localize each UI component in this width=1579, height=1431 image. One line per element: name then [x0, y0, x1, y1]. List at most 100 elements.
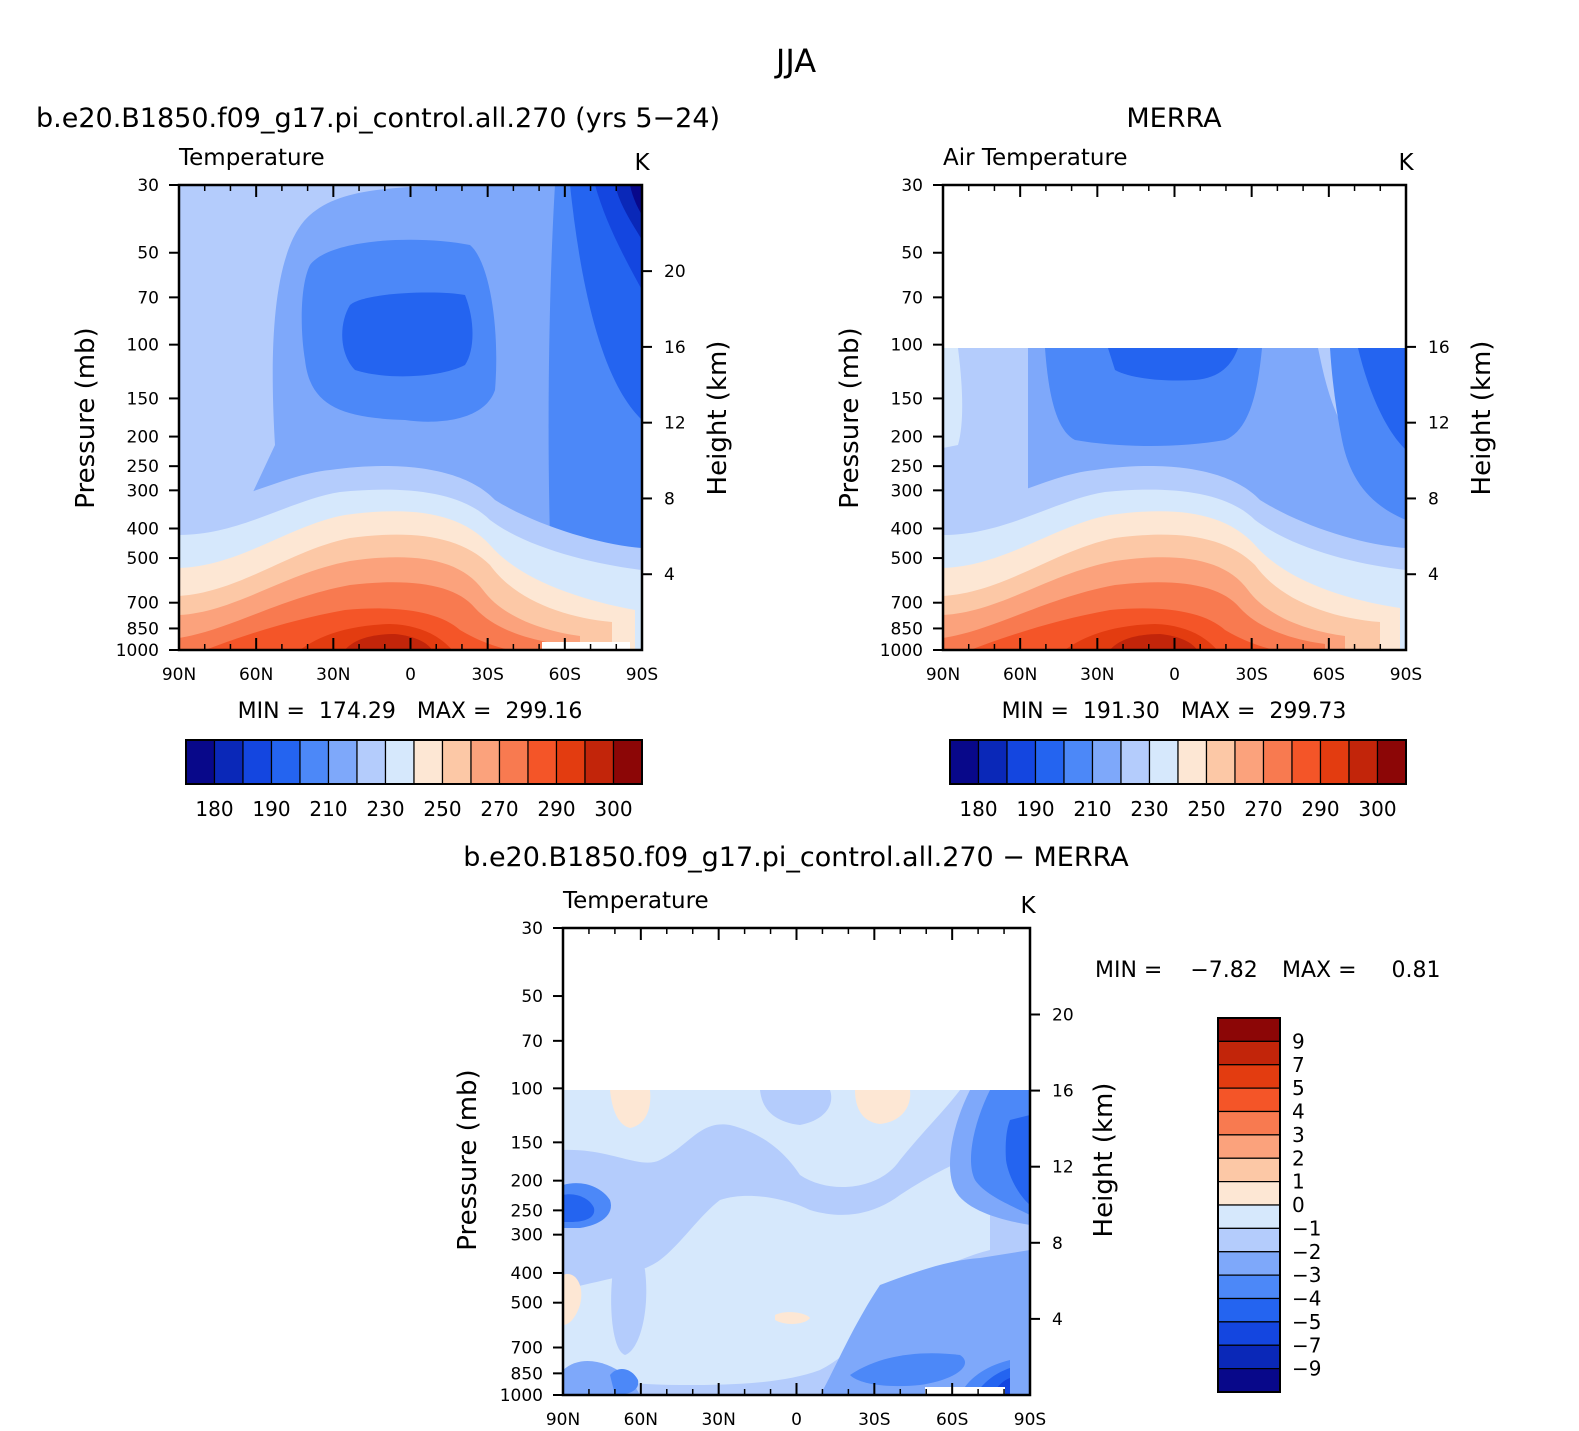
x-tick-label: 60S: [1313, 665, 1345, 685]
colorbar-box: [1217, 1251, 1281, 1276]
y-axis-label: Pressure (mb): [453, 1069, 483, 1250]
y2-axis-label: Height (km): [703, 341, 733, 496]
colorbar-label: −1: [1292, 1216, 1321, 1240]
min-max-stats: MIN = 174.29 MAX = 299.16: [238, 699, 583, 724]
y-axis-label: Pressure (mb): [71, 327, 101, 508]
colorbar-box: [384, 739, 415, 785]
colorbar-box: [1217, 1181, 1281, 1206]
y-tick-label: 150: [511, 1133, 543, 1153]
y-tick-label: 50: [137, 244, 159, 264]
min-max-stats: MIN = 191.30 MAX = 299.73: [1002, 699, 1347, 724]
y-tick-label: 200: [511, 1172, 543, 1192]
panel-left-label: Temperature: [178, 145, 325, 171]
panel-title: b.e20.B1850.f09_g17.pi_control.all.270 (…: [36, 103, 720, 134]
x-tick-label: 30S: [858, 1410, 890, 1430]
colorbar-box: [242, 739, 273, 785]
colorbar-box: [1217, 1040, 1281, 1066]
y-tick-label: 500: [127, 549, 159, 569]
y-tick-label: 1000: [880, 641, 923, 661]
y-tick-label: 70: [901, 288, 923, 308]
contour-field: [179, 185, 642, 650]
colorbar-label: 230: [366, 797, 404, 821]
contour-field: [563, 1090, 1030, 1395]
colorbar-box: [612, 739, 643, 785]
y-tick-label: 70: [521, 1032, 543, 1052]
colorbar-label: 3: [1292, 1123, 1305, 1147]
y2-tick-label: 4: [1052, 1310, 1063, 1330]
colorbar-box: [1217, 1297, 1281, 1323]
panel-left-label: Air Temperature: [943, 145, 1128, 171]
y-axis-label: Pressure (mb): [835, 327, 865, 508]
colorbar-label: 4: [1292, 1100, 1305, 1124]
x-tick-label: 90N: [926, 665, 960, 685]
colorbar-box: [584, 739, 615, 785]
colorbar-box: [1217, 1110, 1281, 1136]
colorbar-label: −5: [1292, 1310, 1321, 1334]
x-tick-label: 90S: [1390, 665, 1422, 685]
panel-title: MERRA: [1126, 103, 1222, 134]
colorbar-label: 2: [1292, 1146, 1305, 1170]
colorbar-label: 210: [1073, 797, 1111, 821]
x-tick-label: 90N: [546, 1410, 580, 1430]
x-tick-label: 0: [791, 1410, 802, 1430]
panel-left-label: Temperature: [562, 888, 709, 914]
y2-tick-label: 20: [1052, 1005, 1074, 1025]
colorbar-box: [527, 739, 558, 785]
y2-tick-label: 16: [664, 338, 686, 358]
colorbar-label: −9: [1292, 1357, 1321, 1381]
colorbar-label: 180: [195, 797, 233, 821]
y-tick-label: 300: [891, 481, 923, 501]
colorbar-box: [413, 739, 444, 785]
x-tick-label: 0: [1169, 665, 1180, 685]
y-tick-label: 150: [891, 389, 923, 409]
y2-tick-label: 8: [664, 489, 675, 509]
colorbar-label: 7: [1292, 1053, 1305, 1077]
colorbar-box: [1217, 1227, 1281, 1253]
colorbar-frame: [949, 739, 1407, 785]
colorbar-box: [1262, 739, 1293, 785]
colorbar-box: [1217, 1274, 1281, 1300]
y-tick-label: 700: [511, 1338, 543, 1358]
colorbar-box: [1034, 739, 1065, 785]
colorbar-frame: [185, 739, 643, 785]
y-tick-label: 1000: [500, 1386, 543, 1406]
colorbar-label: 190: [252, 797, 290, 821]
colorbar-box: [1217, 1087, 1281, 1113]
colorbar-label: 9: [1292, 1029, 1305, 1053]
x-tick-label: 30N: [1080, 665, 1114, 685]
colorbar-label: 300: [594, 797, 632, 821]
colorbar-box: [1348, 739, 1379, 785]
colorbar-box: [1291, 739, 1322, 785]
colorbar-label: 250: [423, 797, 461, 821]
y-tick-label: 400: [511, 1264, 543, 1284]
y2-axis-label: Height (km): [1467, 341, 1497, 496]
y-tick-label: 1000: [116, 641, 159, 661]
x-tick-label: 60N: [239, 665, 273, 685]
y2-tick-label: 16: [1052, 1082, 1074, 1102]
y2-tick-label: 12: [1428, 414, 1450, 434]
x-tick-label: 60S: [936, 1410, 968, 1430]
panel-difference: b.e20.B1850.f09_g17.pi_control.all.270 −…: [453, 842, 1440, 1430]
y-tick-label: 700: [127, 594, 159, 614]
y-tick-label: 700: [891, 594, 923, 614]
panel-units: K: [1398, 150, 1414, 176]
colorbar-box: [1319, 739, 1350, 785]
colorbar-box: [470, 739, 501, 785]
colorbar-label: 1: [1292, 1170, 1305, 1194]
colorbar-label: 270: [480, 797, 518, 821]
figure-title: JJA: [774, 42, 816, 80]
colorbar-box: [356, 739, 387, 785]
panel-units: K: [1020, 893, 1036, 919]
colorbar-label: 180: [959, 797, 997, 821]
panel-title: b.e20.B1850.f09_g17.pi_control.all.270 −…: [463, 842, 1129, 873]
colorbar-label: 0: [1292, 1193, 1305, 1217]
y2-tick-label: 20: [664, 262, 686, 282]
x-tick-label: 90S: [1014, 1410, 1046, 1430]
colorbar-box: [498, 739, 529, 785]
y-tick-label: 850: [891, 619, 923, 639]
colorbar-box: [1217, 1017, 1281, 1042]
y-tick-label: 30: [521, 919, 543, 939]
colorbar: 180 190 210 230 250 270 290 300: [949, 739, 1407, 821]
